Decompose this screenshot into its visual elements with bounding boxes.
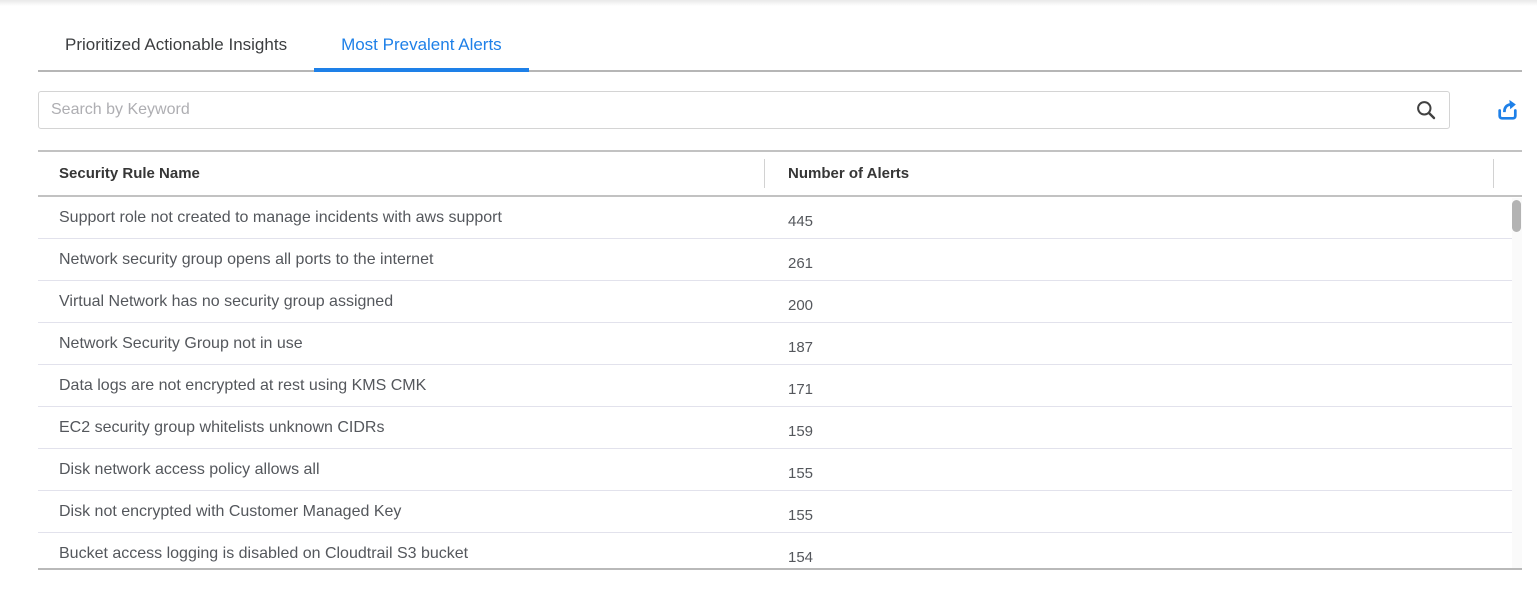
export-button[interactable] [1495,98,1520,123]
security-rule-name-cell: Network security group opens all ports t… [59,250,434,268]
table-toolbar [38,91,1522,129]
table-row[interactable]: Network security group opens all ports t… [38,239,1522,281]
number-of-alerts-cell: 187 [788,339,814,356]
table-row[interactable]: Network Security Group not in use 187 [38,323,1522,365]
table-row[interactable]: Disk network access policy allows all 15… [38,449,1522,491]
security-rule-name-cell: Network Security Group not in use [59,334,303,352]
scrollbar-thumb[interactable] [1512,200,1521,232]
column-header-label: Security Rule Name [59,165,200,182]
number-of-alerts-cell: 171 [788,381,814,398]
table-row[interactable]: Bucket access logging is disabled on Clo… [38,533,1522,568]
search-box [38,91,1450,129]
security-rule-name-cell: Disk not encrypted with Customer Managed… [59,502,402,520]
number-of-alerts-cell: 261 [788,255,814,272]
tab-label: Most Prevalent Alerts [341,35,502,54]
search-input[interactable] [38,91,1450,129]
table-row[interactable]: Virtual Network has no security group as… [38,281,1522,323]
number-of-alerts-cell: 155 [788,465,814,482]
alerts-table: Security Rule Name Number of Alerts Supp… [38,150,1522,570]
table-row[interactable]: Disk not encrypted with Customer Managed… [38,491,1522,533]
number-of-alerts-cell: 155 [788,507,814,524]
number-of-alerts-cell: 200 [788,297,814,314]
security-rule-name-cell: Disk network access policy allows all [59,460,320,478]
security-rule-name-cell: EC2 security group whitelists unknown CI… [59,418,385,436]
tab-prioritized-actionable-insights[interactable]: Prioritized Actionable Insights [38,35,314,70]
tab-bar: Prioritized Actionable Insights Most Pre… [38,0,1522,72]
tab-label: Prioritized Actionable Insights [65,35,288,54]
column-header-label: Number of Alerts [788,165,910,182]
table-scrollbar[interactable] [1512,198,1522,568]
number-of-alerts-cell: 445 [788,213,814,230]
table-row[interactable]: Data logs are not encrypted at rest usin… [38,365,1522,407]
security-rule-name-cell: Virtual Network has no security group as… [59,292,394,310]
security-rule-name-cell: Support role not created to manage incid… [59,208,502,226]
table-row[interactable]: Support role not created to manage incid… [38,197,1522,239]
alerts-panel: Prioritized Actionable Insights Most Pre… [38,0,1522,570]
number-of-alerts-cell: 154 [788,549,814,566]
search-icon[interactable] [1415,99,1437,121]
column-header-number-of-alerts[interactable]: Number of Alerts [765,152,1494,195]
column-header-security-rule-name[interactable]: Security Rule Name [38,152,765,195]
table-header: Security Rule Name Number of Alerts [38,150,1522,197]
table-body: Support role not created to manage incid… [38,197,1522,570]
security-rule-name-cell: Bucket access logging is disabled on Clo… [59,544,469,562]
export-icon [1498,99,1517,120]
tab-most-prevalent-alerts[interactable]: Most Prevalent Alerts [314,35,529,72]
security-rule-name-cell: Data logs are not encrypted at rest usin… [59,376,427,394]
number-of-alerts-cell: 159 [788,423,814,440]
top-edge-shadow [0,0,1537,6]
table-row[interactable]: EC2 security group whitelists unknown CI… [38,407,1522,449]
